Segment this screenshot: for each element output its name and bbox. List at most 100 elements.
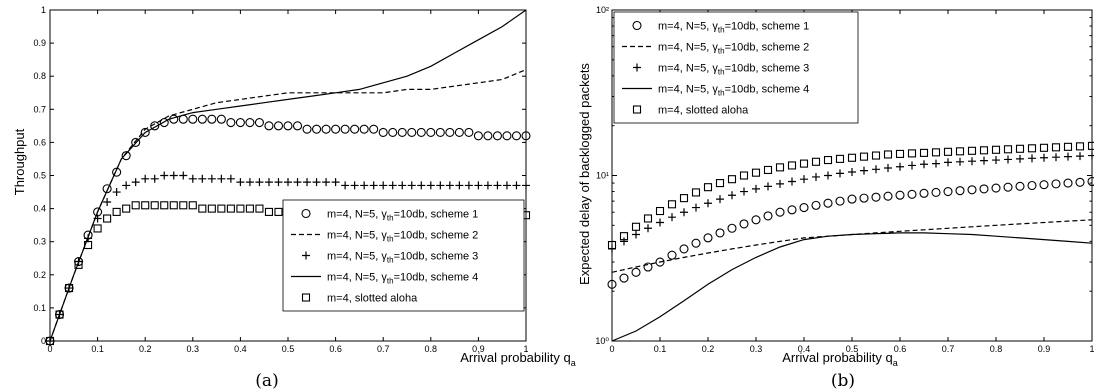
legend-label: m=4, N=5, γth=10db, scheme 1: [658, 21, 809, 35]
data-point: [692, 203, 700, 212]
data-point: [991, 183, 1001, 193]
data-point: [787, 161, 797, 170]
series-4: [611, 232, 1093, 342]
y-tick-label: 10²: [596, 5, 609, 15]
data-point: [388, 127, 398, 138]
data-point: [679, 244, 689, 254]
legend: m=4, N=5, γth=10db, scheme 1 m=4, N=5, γt…: [613, 11, 859, 124]
data-point: [703, 233, 713, 243]
data-point: [473, 131, 483, 141]
data-point: [179, 171, 188, 180]
data-point: [397, 127, 407, 138]
data-point: [967, 146, 977, 155]
data-point: [436, 181, 445, 190]
data-point: [944, 158, 952, 167]
data-point: [1027, 180, 1037, 191]
data-point: [322, 178, 331, 187]
data-point: [751, 168, 761, 177]
chart-b-xlabel: Arrival probability qa: [782, 350, 898, 368]
legend-entry: m=4, N=5, γth=10db, scheme 1: [301, 209, 478, 223]
chart-a-plot: 0 0.1 0.2 0.3 0.4 0.5 0.6 0.7 0.8 0.9 1 0 0.1 0.2 0.3 0…: [33, 5, 531, 354]
data-point: [788, 177, 796, 186]
data-point: [217, 174, 226, 183]
data-point: [1039, 143, 1049, 152]
data-point: [727, 223, 737, 233]
y-tick-label: 1: [41, 5, 46, 15]
data-point: [667, 250, 677, 260]
data-point: [312, 124, 322, 134]
data-point: [631, 267, 641, 277]
data-point: [160, 171, 169, 180]
data-point: [445, 181, 454, 190]
data-point: [1027, 144, 1037, 153]
data-point: [859, 152, 869, 161]
data-point: [236, 204, 245, 213]
data-point: [216, 114, 226, 124]
data-point: [1015, 181, 1025, 191]
data-point: [716, 195, 724, 204]
data-point: [931, 148, 941, 157]
series-5: [607, 141, 1094, 250]
data-point: [919, 148, 929, 157]
data-point: [823, 198, 833, 208]
chart-a: 0 0.1 0.2 0.3 0.4 0.5 0.6 0.7 0.8 0.9 1 0 0.1 0.2 0.3 0…: [12, 5, 576, 391]
x-tick-label: 0.4: [798, 344, 811, 354]
data-point: [150, 201, 159, 210]
data-point: [847, 194, 857, 204]
data-point: [303, 178, 312, 187]
data-point: [1003, 145, 1013, 154]
series-line: [611, 219, 1093, 273]
legend-swatch: [301, 293, 311, 302]
legend-label: m=4, N=5, γth=10db, scheme 3: [327, 251, 478, 265]
data-point: [871, 192, 881, 202]
data-point: [943, 186, 953, 197]
y-tick-label: 0.6: [33, 137, 46, 147]
data-point: [131, 178, 140, 187]
data-point: [131, 137, 141, 147]
x-tick-label: 0.1: [654, 344, 667, 354]
data-point: [812, 172, 820, 181]
data-point: [188, 174, 197, 183]
data-point: [122, 204, 131, 213]
data-point: [727, 175, 737, 184]
data-point: [955, 147, 965, 156]
data-point: [378, 127, 388, 138]
data-point: [140, 127, 150, 138]
data-point: [607, 240, 617, 250]
data-point: [884, 163, 892, 172]
data-point: [512, 181, 521, 190]
data-point: [907, 189, 917, 199]
data-point: [169, 201, 178, 210]
data-point: [379, 181, 388, 190]
data-point: [273, 121, 284, 131]
data-point: [103, 214, 112, 223]
chart-b-caption: (b): [831, 371, 855, 391]
data-point: [836, 169, 844, 178]
data-point: [1064, 152, 1072, 161]
data-point: [502, 131, 512, 141]
legend-entry: m=4, N=5, γth=10db, scheme 4: [291, 272, 478, 286]
data-point: [302, 124, 312, 134]
data-point: [103, 197, 112, 206]
data-point: [493, 181, 502, 190]
data-point: [255, 204, 264, 213]
data-point: [207, 204, 216, 213]
data-point: [274, 178, 283, 187]
data-point: [824, 171, 832, 180]
y-tick-label: 0.2: [33, 270, 46, 280]
data-point: [835, 154, 845, 163]
data-point: [907, 149, 917, 158]
data-point: [656, 218, 664, 227]
chart-a-caption: (a): [255, 371, 278, 391]
data-point: [283, 121, 293, 131]
legend-label: m=4, N=5, γth=10db, scheme 3: [658, 63, 809, 77]
data-point: [655, 206, 665, 216]
data-point: [331, 124, 341, 134]
data-point: [751, 215, 761, 225]
data-point: [679, 194, 689, 203]
data-point: [74, 260, 83, 269]
data-point: [655, 257, 665, 267]
data-point: [226, 204, 235, 213]
data-point: [112, 207, 121, 216]
data-point: [775, 163, 785, 172]
